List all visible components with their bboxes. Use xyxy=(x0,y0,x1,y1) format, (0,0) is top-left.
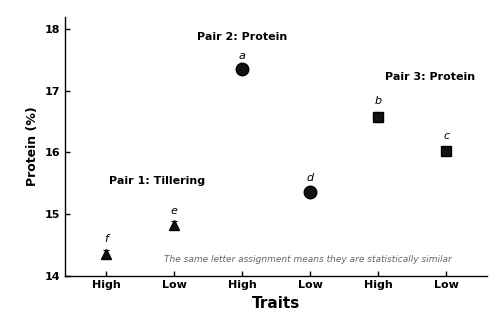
Text: The same letter assignment means they are statistically similar: The same letter assignment means they ar… xyxy=(163,255,451,264)
Text: Pair 3: Protein: Pair 3: Protein xyxy=(384,72,474,82)
Text: c: c xyxy=(442,131,448,140)
Text: f: f xyxy=(104,234,108,244)
Text: d: d xyxy=(306,173,313,183)
Y-axis label: Protein (%): Protein (%) xyxy=(26,106,39,186)
Text: e: e xyxy=(170,206,177,216)
Text: a: a xyxy=(238,50,245,60)
X-axis label: Traits: Traits xyxy=(252,296,300,311)
Text: Pair 1: Tillering: Pair 1: Tillering xyxy=(109,176,205,186)
Text: b: b xyxy=(374,96,381,106)
Text: Pair 2: Protein: Pair 2: Protein xyxy=(196,32,287,42)
